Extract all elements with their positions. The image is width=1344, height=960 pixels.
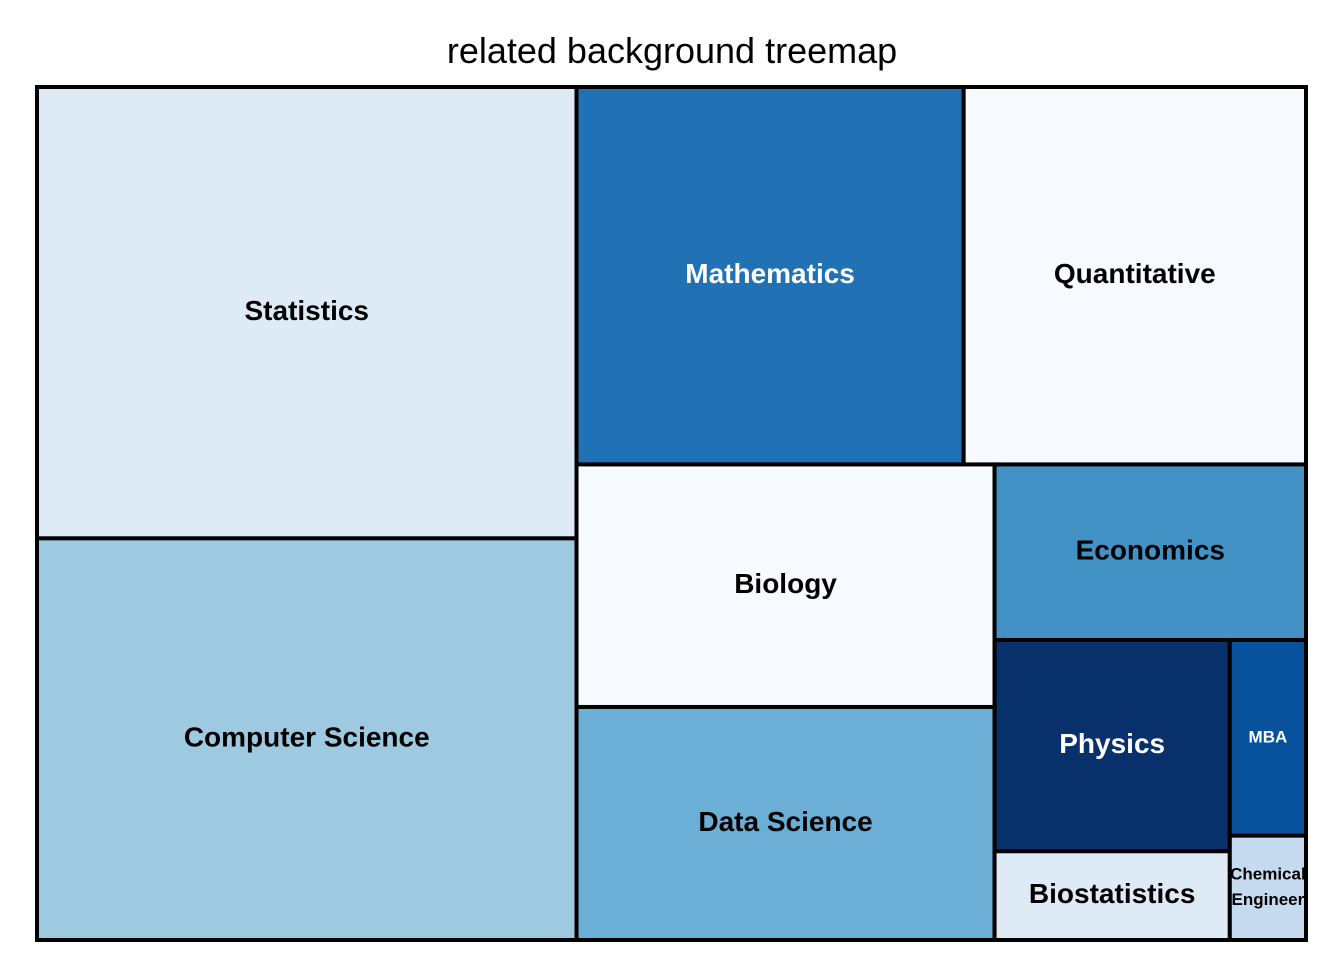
treemap-tile-economics: Economics	[992, 462, 1308, 642]
treemap-rect-quantitative	[961, 85, 1308, 467]
treemap-tile-data-science: Data Science	[574, 704, 997, 942]
treemap-label-data-science: Data Science	[698, 806, 872, 837]
treemap-label-physics: Physics	[1059, 728, 1165, 759]
treemap-label-statistics: Statistics	[245, 295, 370, 326]
treemap-tile-biology: Biology	[574, 462, 997, 709]
treemap-label-biostatistics: Biostatistics	[1029, 878, 1196, 909]
treemap-label-quantitative: Quantitative	[1054, 258, 1216, 289]
treemap-rect-mba	[1227, 637, 1309, 838]
treemap-tile-chemical-engineer: Chemical Engineer	[1227, 833, 1309, 943]
treemap-label-chemical-engineer-line-0: Chemical	[1230, 865, 1306, 884]
treemap-label-chemical-engineer-line-1: Engineer	[1232, 890, 1305, 909]
treemap-label-economics: Economics	[1076, 535, 1225, 566]
treemap-label-computer-science: Computer Science	[184, 722, 430, 753]
treemap-rect-mathematics	[574, 85, 966, 467]
treemap-frame	[35, 85, 1308, 942]
treemap-label-mba: MBA	[1249, 727, 1288, 746]
treemap-tile-physics: Physics	[992, 637, 1232, 854]
treemap-rect-chemical-engineer	[1227, 833, 1309, 943]
treemap-label-mathematics: Mathematics	[685, 258, 855, 289]
treemap-tile-computer-science: Computer Science	[35, 536, 579, 942]
treemap-label-biology: Biology	[734, 568, 837, 599]
treemap-tile-mba: MBA	[1227, 637, 1309, 838]
treemap-tile-statistics: Statistics	[35, 85, 579, 541]
treemap-rect-statistics	[35, 85, 579, 541]
treemap-rect-biostatistics	[992, 849, 1232, 942]
treemap-tile-mathematics: Mathematics	[574, 85, 966, 467]
treemap-rect-physics	[992, 637, 1232, 854]
treemap-tile-biostatistics: Biostatistics	[992, 849, 1232, 942]
treemap-tile-quantitative: Quantitative	[961, 85, 1308, 467]
treemap-rect-computer-science	[35, 536, 579, 942]
chart-title: related background treemap	[446, 30, 898, 71]
